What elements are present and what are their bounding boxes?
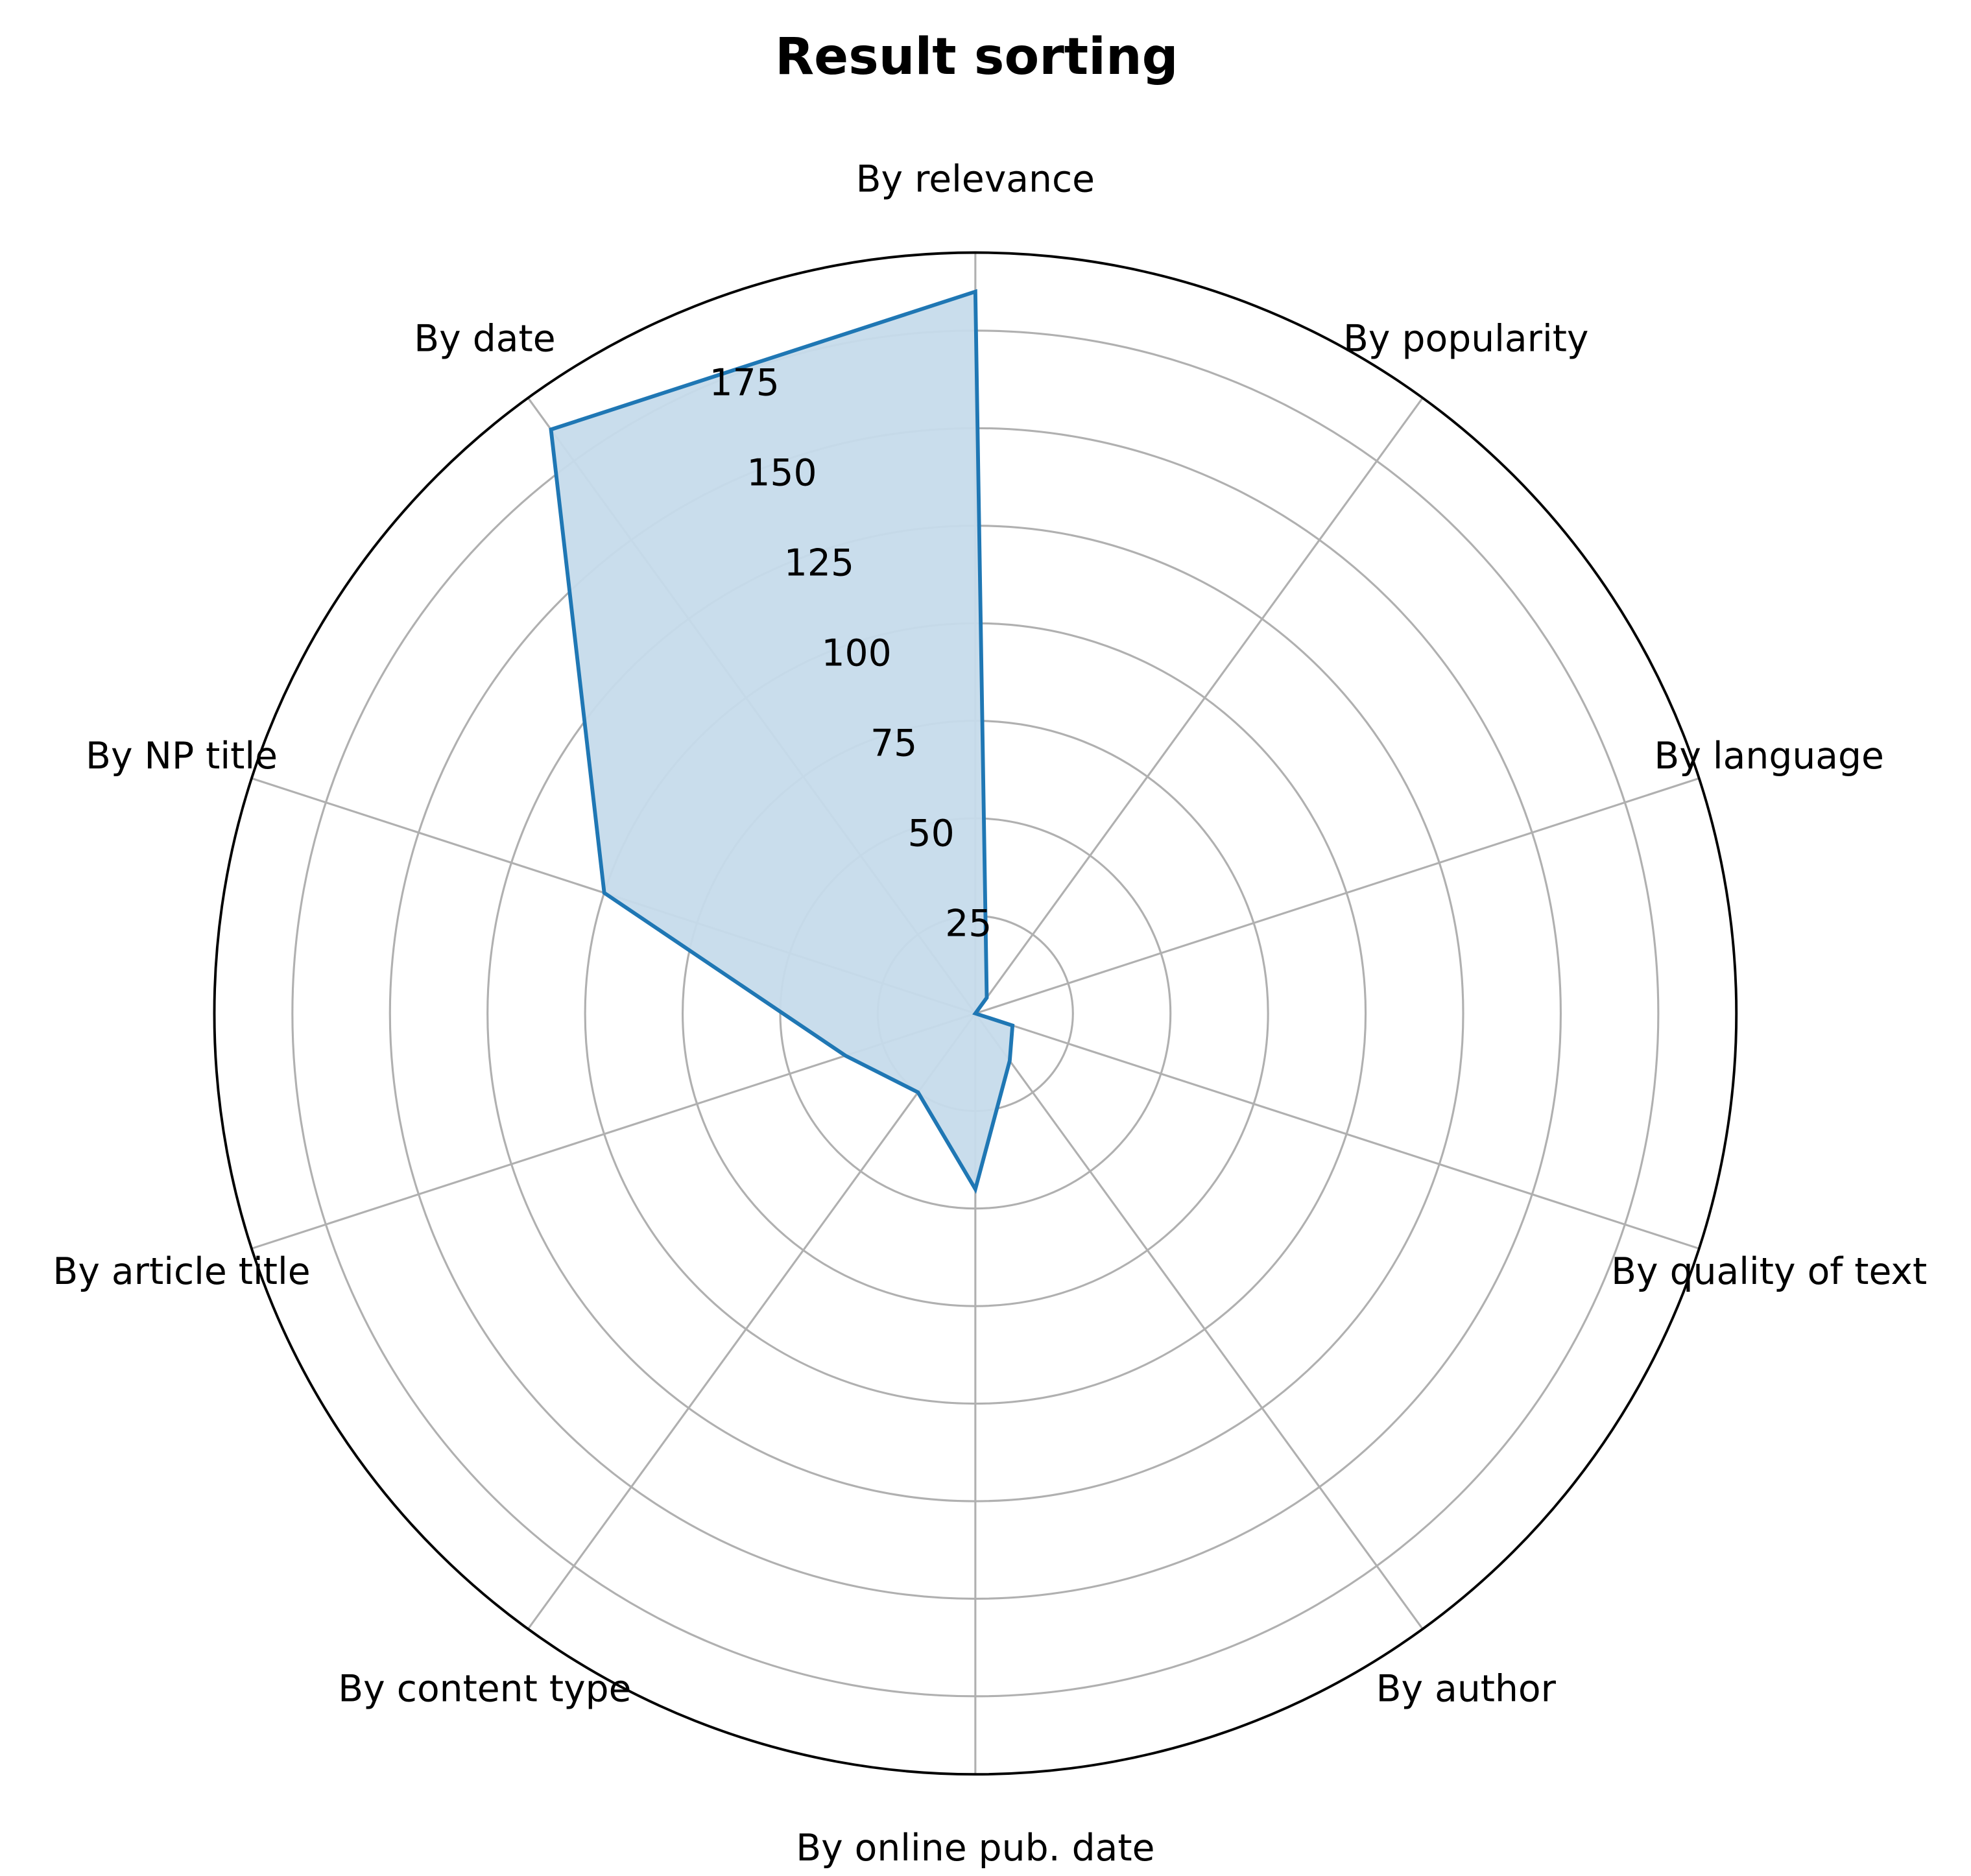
category-label: By online pub. date	[796, 1827, 1154, 1870]
category-label: By language	[1654, 735, 1883, 778]
radial-tick-labels: 25 50 75 100 125 150 175	[710, 362, 992, 945]
radial-tick-label: 100	[821, 632, 891, 674]
radial-tick-label: 175	[710, 362, 780, 405]
radial-tick-label: 25	[945, 902, 992, 945]
data-series	[549, 289, 1015, 1194]
grid-spoke	[975, 1012, 1700, 1250]
chart-title: Result sorting	[775, 27, 1178, 86]
grid-spoke	[527, 1012, 977, 1630]
radial-tick-label: 125	[784, 542, 854, 585]
category-label: By date	[414, 317, 555, 360]
radial-tick-label: 75	[870, 722, 917, 765]
series-line	[549, 289, 1015, 1194]
polar-frame	[213, 251, 1738, 1776]
category-label: By NP title	[86, 735, 278, 778]
category-label: By relevance	[856, 158, 1095, 201]
grid-spoke	[975, 777, 1700, 1015]
grid-spoke	[974, 1012, 1424, 1630]
category-label: By article title	[53, 1250, 310, 1293]
radial-tick-label: 150	[747, 452, 817, 495]
series-area	[551, 291, 1013, 1189]
category-label: By quality of text	[1611, 1250, 1927, 1293]
category-labels: By relevance By popularity By language By q…	[53, 158, 1927, 1870]
category-label: By author	[1376, 1667, 1557, 1710]
grid-spoke	[974, 397, 1424, 1014]
radial-tick-label: 50	[908, 813, 955, 855]
category-label: By popularity	[1343, 317, 1588, 360]
category-label: By content type	[338, 1667, 631, 1710]
